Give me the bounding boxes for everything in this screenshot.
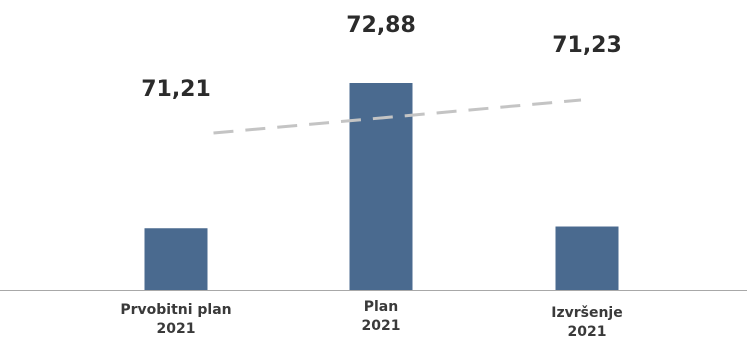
value-label-3: 71,23 — [552, 33, 622, 58]
category-label-1-line-2: 2021 — [157, 321, 196, 337]
category-label-3-line-1: Izvršenje — [551, 305, 622, 321]
trendline-group — [213, 98, 582, 135]
value-label-1: 71,21 — [141, 77, 211, 102]
category-label-2-line-1: Plan — [364, 299, 398, 315]
bar-1 — [144, 228, 208, 290]
category-labels-group: Prvobitni plan 2021 Plan 2021 Izvršenje 2021 — [120, 299, 622, 340]
category-label-3-line-2: 2021 — [568, 324, 607, 340]
trendline — [213, 98, 582, 135]
value-labels-group: 71,21 72,88 71,23 — [141, 13, 622, 102]
category-label-2-line-2: 2021 — [362, 318, 401, 334]
category-label-1-line-1: Prvobitni plan — [120, 302, 231, 318]
bar-2 — [349, 83, 413, 290]
bar-3 — [555, 226, 619, 290]
bars-group — [144, 83, 619, 290]
value-label-2: 72,88 — [346, 13, 416, 38]
